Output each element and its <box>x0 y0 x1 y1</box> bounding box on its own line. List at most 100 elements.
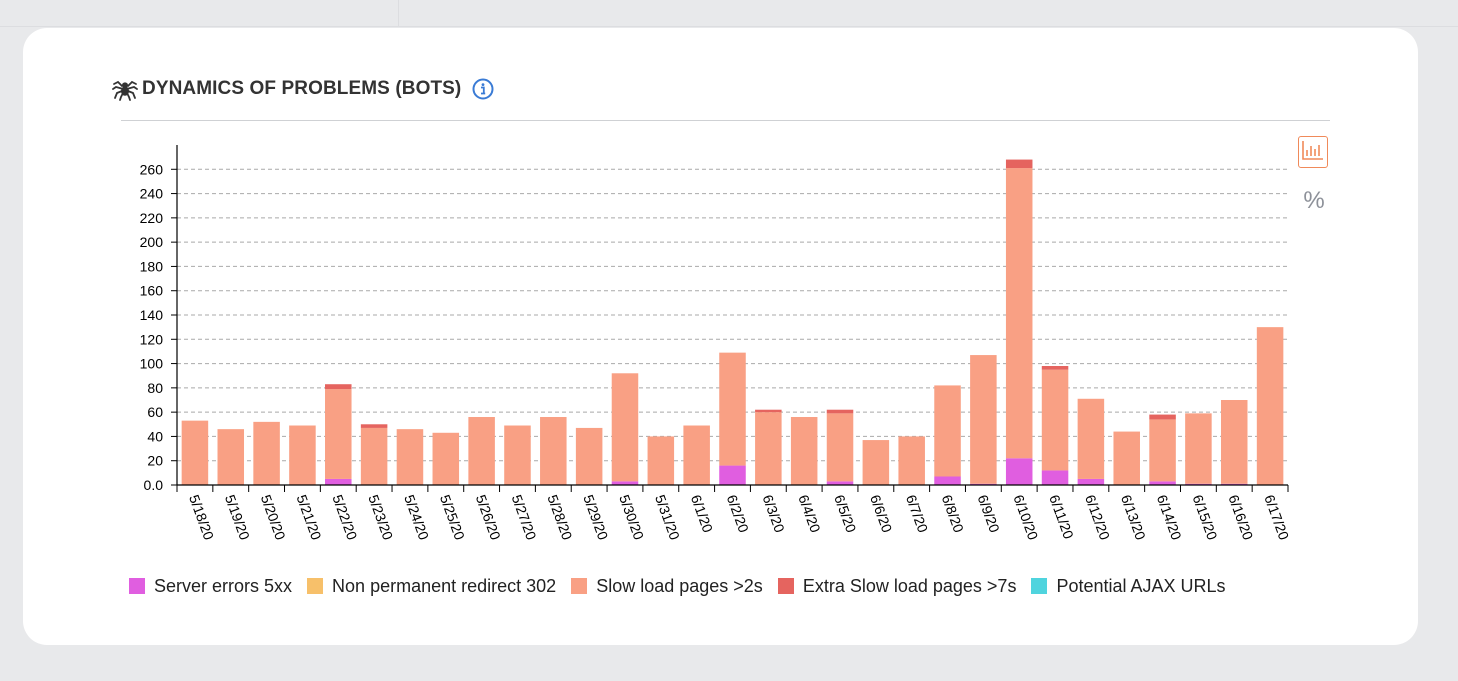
legend-swatch <box>129 578 145 594</box>
bar-segment[interactable] <box>540 417 567 485</box>
x-tick-label: 5/20/20 <box>258 493 289 543</box>
bar-segment[interactable] <box>970 483 997 485</box>
bar-segment[interactable] <box>1113 431 1140 485</box>
spider-icon <box>112 76 138 102</box>
bar-segment[interactable] <box>934 385 961 477</box>
bar-segment[interactable] <box>1149 414 1176 420</box>
legend-label: Extra Slow load pages >7s <box>802 575 1017 596</box>
bar-segment[interactable] <box>790 417 818 485</box>
bar-segment[interactable] <box>719 465 746 485</box>
bar-segment[interactable] <box>862 440 890 485</box>
y-tick-label: 260 <box>140 161 164 177</box>
bar-segment[interactable] <box>1149 419 1176 482</box>
bar-segment[interactable] <box>181 420 209 485</box>
bar-segment[interactable] <box>325 389 352 479</box>
bar-segment[interactable] <box>647 436 675 485</box>
bar-segment[interactable] <box>683 425 710 486</box>
y-tick-label: 100 <box>140 356 164 372</box>
bar-segment[interactable] <box>1041 366 1069 370</box>
y-tick-label: 140 <box>140 307 164 323</box>
legend-label: Server errors 5xx <box>154 575 293 596</box>
bar-segment[interactable] <box>1149 481 1176 485</box>
bar-segment[interactable] <box>1256 327 1284 485</box>
bar-segment[interactable] <box>898 436 925 485</box>
legend-item-redirect-302[interactable]: Non permanent redirect 302 <box>307 576 556 597</box>
bars <box>181 159 1284 486</box>
x-tick-label: 6/4/20 <box>795 493 823 535</box>
bar-segment[interactable] <box>504 425 531 486</box>
bar-segment[interactable] <box>1041 470 1069 485</box>
x-tick-label: 5/21/20 <box>294 493 325 543</box>
y-tick-label: 60 <box>147 404 163 420</box>
x-tick-label: 5/24/20 <box>401 493 432 543</box>
bar-segment[interactable] <box>611 481 639 485</box>
bar-segment[interactable] <box>1077 398 1105 479</box>
y-tick-label: 0.0 <box>144 477 164 493</box>
legend-item-extra-slow-pages[interactable]: Extra Slow load pages >7s <box>777 575 1017 597</box>
bar-segment[interactable] <box>1220 483 1248 485</box>
x-tick-label: 6/13/20 <box>1118 493 1149 543</box>
x-tick-label: 6/16/20 <box>1225 493 1256 543</box>
bar-segment[interactable] <box>826 413 854 482</box>
chart-card <box>23 28 1418 645</box>
bar-segment[interactable] <box>217 429 245 485</box>
bar-segment[interactable] <box>1041 369 1069 471</box>
x-tick-label: 5/26/20 <box>473 493 504 543</box>
bar-segment[interactable] <box>755 409 782 413</box>
bar-segment[interactable] <box>1005 458 1033 485</box>
legend-item-ajax-urls[interactable]: Potential AJAX URLs <box>1031 576 1226 597</box>
x-tick-label: 6/2/20 <box>724 493 752 535</box>
bar-chart-icon <box>1302 140 1324 165</box>
bar-segment[interactable] <box>1220 400 1248 484</box>
bar-segment[interactable] <box>468 417 495 485</box>
bar-segment[interactable] <box>1005 159 1033 169</box>
bar-segment[interactable] <box>1185 483 1212 485</box>
info-icon[interactable] <box>472 78 494 100</box>
bar-segment[interactable] <box>396 429 424 485</box>
bar-segment[interactable] <box>970 355 997 484</box>
bar-segment[interactable] <box>253 421 280 485</box>
legend-item-slow-pages[interactable]: Slow load pages >2s <box>571 576 763 597</box>
legend-item-server-errors[interactable]: Server errors 5xx <box>129 576 292 597</box>
bar-segment[interactable] <box>325 384 352 390</box>
bar-segment[interactable] <box>432 432 460 485</box>
x-tick-label: 6/15/20 <box>1190 493 1221 543</box>
x-tick-label: 6/3/20 <box>760 493 788 535</box>
bar-segment[interactable] <box>575 427 603 485</box>
y-tick-label: 220 <box>140 210 164 226</box>
legend-swatch <box>777 578 794 594</box>
y-tick-label: 240 <box>140 186 164 202</box>
bar-segment[interactable] <box>1005 168 1033 459</box>
x-tick-label: 6/6/20 <box>867 493 895 535</box>
bar-segment[interactable] <box>611 373 639 482</box>
bar-chart-toggle-button[interactable] <box>1298 136 1328 168</box>
bar-segment[interactable] <box>755 412 782 485</box>
x-tick-label: 5/25/20 <box>437 493 468 543</box>
bar-segment[interactable] <box>325 478 352 485</box>
bar-segment[interactable] <box>719 352 746 466</box>
legend-swatch <box>307 578 324 594</box>
bar-segment[interactable] <box>826 481 854 485</box>
x-tick-label: 5/22/20 <box>329 493 360 543</box>
x-tick-label: 6/17/20 <box>1261 493 1292 543</box>
x-tick-label: 6/11/20 <box>1046 493 1077 542</box>
bar-segment[interactable] <box>360 427 388 485</box>
bar-segment[interactable] <box>1077 478 1105 485</box>
chart-title: DYNAMICS OF PROBLEMS (BOTS) <box>142 78 462 99</box>
x-tick-label: 5/31/20 <box>652 493 683 543</box>
x-tick-label: 5/30/20 <box>616 493 647 543</box>
y-tick-label: 20 <box>147 453 163 469</box>
x-tick-label: 6/14/20 <box>1154 493 1185 543</box>
bar-segment[interactable] <box>360 424 388 428</box>
percent-toggle-button[interactable]: % <box>1303 187 1325 214</box>
chart-header: DYNAMICS OF PROBLEMS (BOTS) <box>112 74 494 104</box>
x-tick-label: 5/27/20 <box>509 493 540 543</box>
legend-swatch <box>571 578 588 594</box>
y-tick-label: 160 <box>140 283 164 299</box>
bar-segment[interactable] <box>934 476 961 486</box>
bar-segment[interactable] <box>826 409 854 414</box>
bar-segment[interactable] <box>289 425 316 486</box>
legend-swatch <box>1031 578 1048 594</box>
bar-segment[interactable] <box>1185 413 1212 484</box>
